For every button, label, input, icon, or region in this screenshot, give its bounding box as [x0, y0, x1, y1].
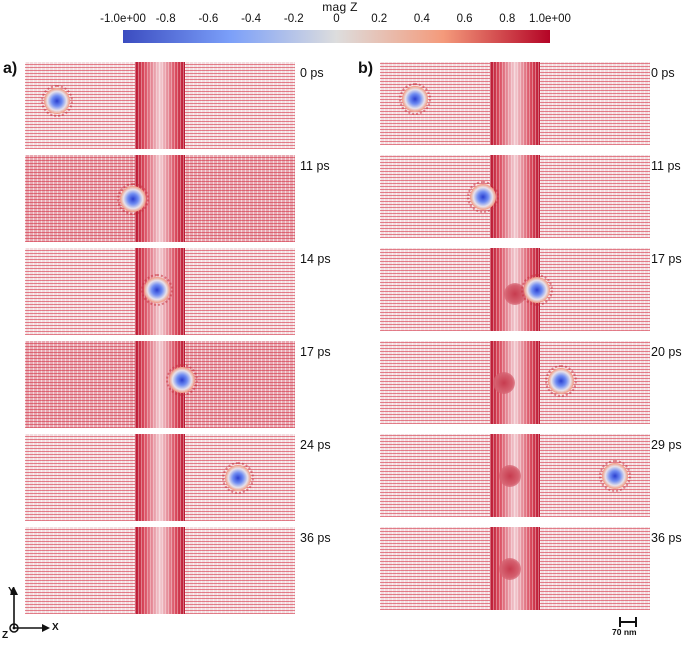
residual-spot [504, 282, 526, 305]
simulation-frame [25, 434, 295, 521]
residual-spot [493, 371, 516, 394]
time-label: 14 ps [300, 252, 331, 266]
scale-bar-line [620, 621, 636, 623]
colorbar-tick-label: 0.2 [371, 13, 388, 25]
skyrmion [222, 461, 255, 494]
panel-label-b: b) [358, 60, 374, 77]
simulation-frame [25, 155, 295, 242]
domain-wall [135, 62, 185, 149]
skyrmion [466, 180, 499, 213]
time-label: 29 ps [651, 438, 682, 452]
simulation-frame [380, 248, 650, 331]
skyrmion [41, 85, 74, 118]
panel-label-a: a) [3, 60, 18, 77]
colorbar-tick-label: -1.0e+00 [100, 13, 146, 25]
axis-x-label: X [52, 622, 59, 633]
colorbar-ticks: -1.0e+00 -0.8 -0.6 -0.4 -0.2 0 0.2 0.4 0.6 0.8 1.0… [98, 13, 582, 27]
simulation-frame [380, 341, 650, 424]
domain-wall [490, 62, 540, 145]
time-label: 0 ps [300, 66, 324, 80]
residual-spot [498, 557, 521, 580]
colorbar-tick-label: 0.4 [413, 13, 430, 25]
simulation-frame [380, 155, 650, 238]
colorbar-tick-label: -0.6 [198, 13, 219, 25]
domain-wall [135, 527, 185, 614]
residual-spot [498, 464, 521, 487]
skyrmion [117, 182, 149, 215]
scale-bar-tick-left [619, 617, 621, 627]
axes-indicator: Y X Z [0, 585, 70, 645]
skyrmion [141, 273, 174, 306]
scale-bar: 70 nm [612, 617, 662, 641]
simulation-frame [25, 62, 295, 149]
time-label: 36 ps [651, 531, 682, 545]
scale-bar-tick-right [635, 617, 637, 627]
simulation-frame [25, 527, 295, 614]
colorbar [123, 30, 550, 43]
skyrmion [399, 83, 432, 116]
axis-y-label: Y [8, 586, 15, 597]
skyrmion [544, 364, 577, 397]
colorbar-tick-label: 0.6 [456, 13, 473, 25]
domain-wall [490, 155, 540, 238]
simulation-frame [25, 341, 295, 428]
colorbar-tick-label: 1.0e+00 [529, 13, 571, 25]
simulation-frame [25, 248, 295, 335]
colorbar-title: mag Z [322, 0, 358, 14]
scale-bar-label: 70 nm [612, 627, 637, 637]
time-label: 11 ps [651, 159, 681, 173]
simulation-frame [380, 527, 650, 610]
time-label: 11 ps [300, 159, 330, 173]
time-label: 0 ps [651, 66, 675, 80]
axes-arrows-icon [9, 587, 50, 633]
skyrmion [520, 273, 553, 306]
time-label: 24 ps [300, 438, 331, 452]
time-label: 17 ps [300, 345, 331, 359]
colorbar-tick-label: -0.4 [241, 13, 262, 25]
domain-wall [135, 434, 185, 521]
colorbar-tick-label: -0.2 [283, 13, 304, 25]
time-label: 17 ps [651, 252, 682, 266]
colorbar-tick-label: 0 [333, 13, 340, 25]
colorbar-tick-label: -0.8 [155, 13, 176, 25]
time-label: 36 ps [300, 531, 331, 545]
simulation-frame [380, 62, 650, 145]
axis-z-label: Z [2, 630, 9, 641]
skyrmion [165, 364, 198, 397]
skyrmion [598, 459, 631, 492]
colorbar-tick-label: 0.8 [499, 13, 516, 25]
simulation-frame [380, 434, 650, 517]
time-label: 20 ps [651, 345, 682, 359]
